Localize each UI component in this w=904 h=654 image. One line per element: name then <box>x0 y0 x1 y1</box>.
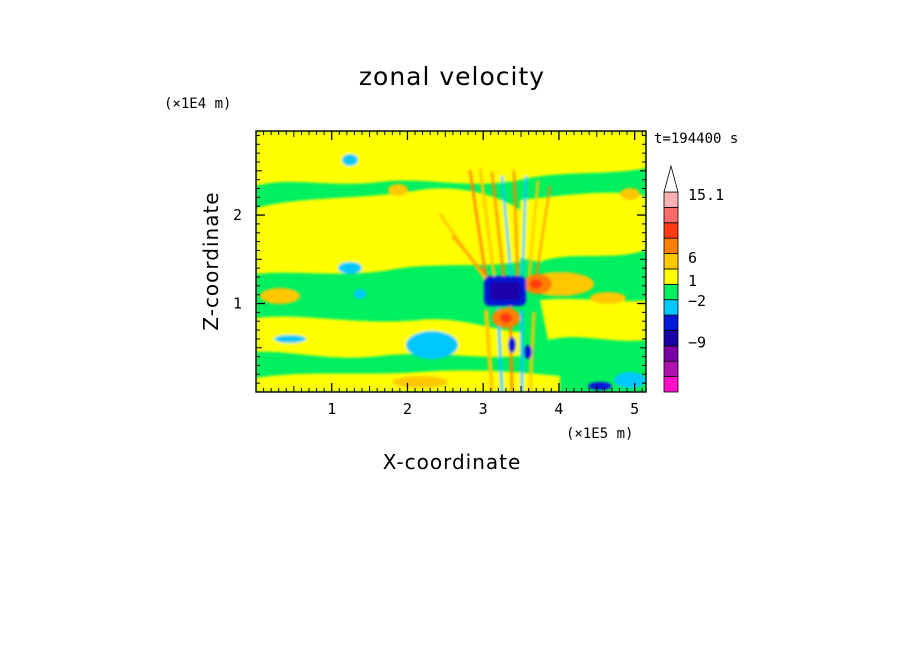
field-region-cyan-4 <box>274 335 306 343</box>
field-region-cyan-3 <box>342 154 358 166</box>
colorbar-label: 1 <box>688 272 697 290</box>
colorbar-swatch <box>663 299 679 316</box>
wave-stripe-2 <box>478 167 498 291</box>
field-region-upper-positive <box>256 131 646 186</box>
colorbar-swatch <box>663 222 679 239</box>
colorbar-swatch <box>663 360 679 378</box>
field-region-cyan-5 <box>354 289 366 299</box>
field-region-negative-2 <box>508 337 516 353</box>
x-tick-label: 3 <box>479 400 488 418</box>
colorbar-swatch <box>663 376 679 393</box>
field-region-negative-4 <box>588 382 612 390</box>
colorbar-swatch <box>663 268 679 285</box>
wave-stripe-10 <box>451 235 493 283</box>
field-region-orange-4 <box>590 292 626 304</box>
x-tick-label: 4 <box>554 400 563 418</box>
wave-stripe-5 <box>512 169 520 287</box>
wave-packet <box>438 167 551 392</box>
colorbar-swatch <box>663 283 679 301</box>
colorbar-swatch <box>663 206 679 224</box>
field-region-negative-3 <box>524 345 532 359</box>
y-axis-label: Z-coordinate <box>199 191 223 330</box>
colorbar-swatch <box>663 345 679 362</box>
colorbar-extend-arrow <box>663 164 679 193</box>
colorbar-label: 6 <box>688 249 697 267</box>
colorbar-swatch <box>663 237 679 254</box>
field-region-red-4 <box>530 279 542 289</box>
y-tick-label: 1 <box>233 295 242 313</box>
axis-ticks: 1 2 3 4 5 1 2 <box>233 131 646 418</box>
wave-stripe-7 <box>526 179 540 291</box>
x-tick-label: 1 <box>327 400 336 418</box>
field-region-orange-1 <box>388 184 408 196</box>
colorbar-swatch <box>663 191 679 208</box>
colorbar-label: 15.1 <box>688 186 724 204</box>
colorbar-label: −2 <box>688 292 706 310</box>
wave-stripe-3 <box>490 171 507 289</box>
x-scale-note: (×1E5 m) <box>566 426 633 442</box>
field-region-orange-5 <box>620 188 640 200</box>
field-region-cyan-2 <box>338 262 362 274</box>
x-tick-label: 2 <box>403 400 412 418</box>
colorbar-label: −9 <box>688 333 706 351</box>
field-region-mid-positive <box>256 188 520 274</box>
chart-title: zonal velocity <box>359 62 545 91</box>
y-tick-label: 2 <box>233 206 242 224</box>
wave-stripe-4 <box>500 175 514 287</box>
colorbar-swatch <box>663 330 679 347</box>
x-tick-label: 5 <box>630 400 639 418</box>
field-region-orange-2 <box>260 288 300 304</box>
time-label: t=194400 s <box>654 131 738 147</box>
y-scale-note: (×1E4 m) <box>164 96 231 112</box>
wave-stripe-11 <box>484 309 494 392</box>
field-region-red-2 <box>500 313 512 323</box>
contour-field <box>256 131 646 392</box>
field-region-right-positive <box>520 192 646 262</box>
field-region-cyan-6 <box>614 372 646 388</box>
x-axis-label: X-coordinate <box>383 450 522 474</box>
field-region-right-lower-positive <box>540 298 646 341</box>
colorbar: 15.1 6 1 −2 −9 <box>663 164 724 393</box>
field-region-orange-3 <box>392 376 448 388</box>
wave-stripe-6 <box>520 175 528 289</box>
colorbar-swatch <box>663 314 679 331</box>
wave-stripe-1 <box>468 169 490 293</box>
colorbar-swatch <box>663 253 679 270</box>
field-region-cyan-1 <box>406 331 458 359</box>
plot-frame <box>255 130 647 393</box>
wave-stripe-9 <box>438 213 488 281</box>
field-region-negative-core-inner <box>490 282 520 300</box>
